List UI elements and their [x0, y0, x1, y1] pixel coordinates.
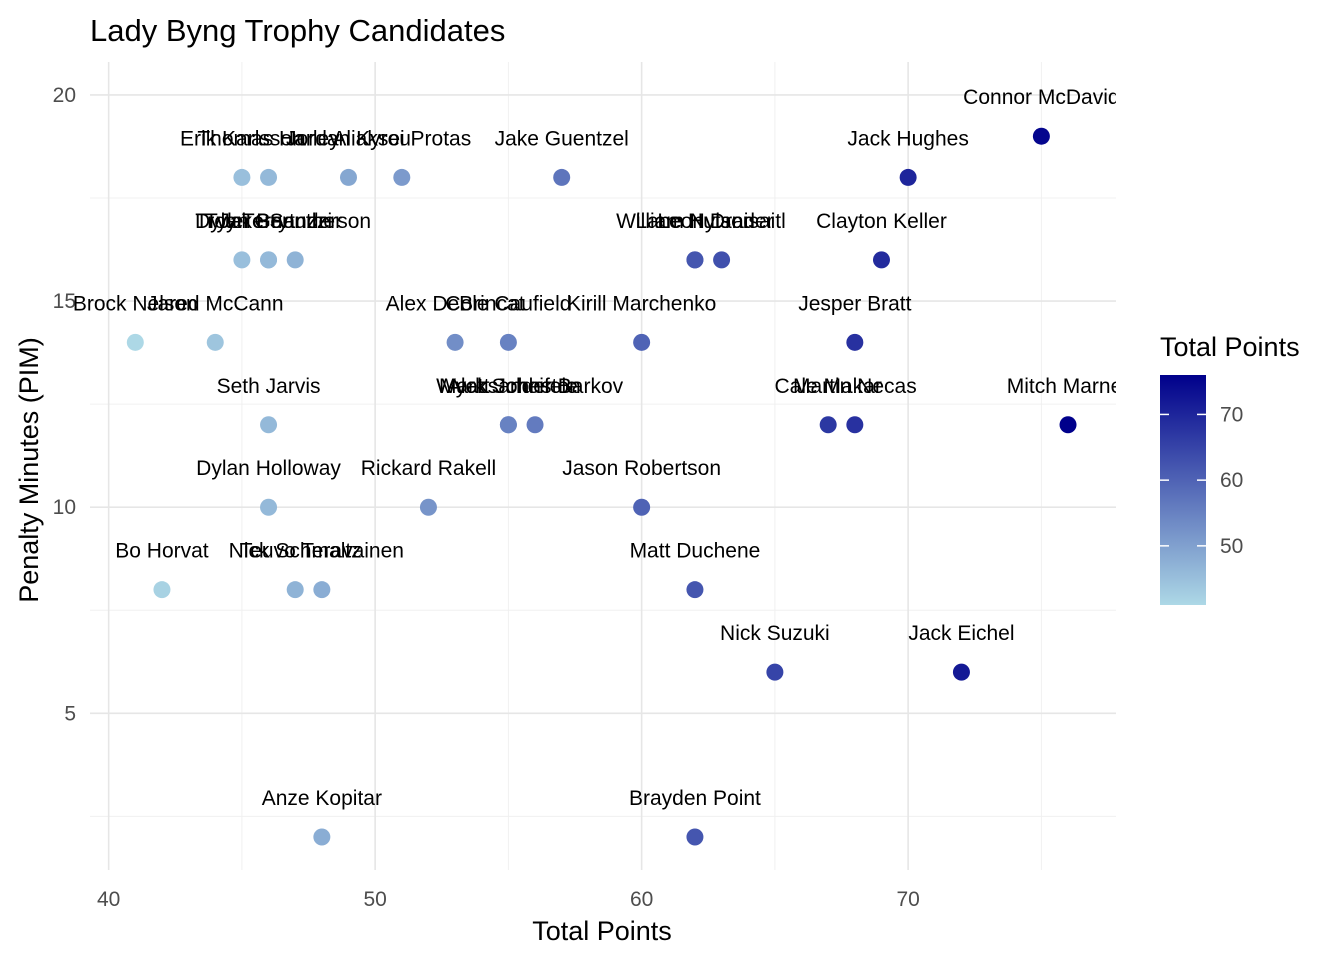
point-label: Seth Jarvis — [217, 375, 321, 398]
data-point — [419, 498, 437, 516]
point-label: Erik Karlsson — [180, 127, 304, 150]
point-label: Mark Scheifele — [439, 375, 578, 398]
data-point — [260, 168, 278, 186]
data-point — [153, 581, 171, 599]
legend-tick-label: 70 — [1220, 403, 1243, 426]
point-labels: Connor McDavid Jack Hughes Erik KarlssonTh… — [73, 86, 1130, 810]
data-point — [633, 498, 651, 516]
y-tick-label: 10 — [53, 496, 76, 519]
x-axis-title: Total Points — [532, 916, 672, 946]
point-label: Jack Hughes — [847, 127, 968, 150]
point-label: Rickard Rakell — [361, 457, 496, 480]
point-label: Martin Necas — [793, 375, 917, 398]
grid-lines — [90, 62, 1116, 870]
point-label: Tyler Bertuzzi — [205, 210, 332, 233]
legend-tick-label: 50 — [1220, 535, 1243, 558]
data-point — [872, 251, 890, 269]
data-point — [313, 581, 331, 599]
point-label: Leon Draisaitl — [657, 210, 785, 233]
y-tick-label: 5 — [64, 702, 76, 725]
point-label: Brock Nelson — [73, 292, 198, 315]
point-label: Jake Guentzel — [495, 127, 629, 150]
y-tick-label: 15 — [53, 290, 76, 313]
point-label: Aleksander Barkov — [447, 375, 624, 398]
data-point — [899, 168, 917, 186]
point-label: Matt Duchene — [630, 540, 761, 563]
data-point — [686, 581, 704, 599]
point-label: Dylan Guenther — [195, 210, 342, 233]
point-label: Jared McCann — [147, 292, 284, 315]
data-point — [260, 251, 278, 269]
legend-ticks: 50 60 70 — [1160, 403, 1243, 558]
data-point — [846, 333, 864, 351]
point-label: William Nylander — [616, 210, 774, 233]
data-point — [713, 251, 731, 269]
data-point — [633, 333, 651, 351]
data-point — [339, 168, 357, 186]
point-label: Mitch Marner — [1007, 375, 1130, 398]
chart-title: Lady Byng Trophy Candidates — [90, 13, 505, 48]
point-label: Clayton Keller — [816, 210, 947, 233]
data-point — [126, 333, 144, 351]
data-point — [686, 251, 704, 269]
point-label: Nick Schmaltz — [229, 540, 362, 563]
x-axis-ticks: 40 50 60 70 — [97, 888, 920, 911]
y-axis-ticks: 5 10 15 20 — [53, 84, 76, 725]
point-label: Aliaksei Protas — [332, 127, 471, 150]
point-label: Teuvo Teravainen — [240, 540, 404, 563]
data-point — [499, 333, 517, 351]
data-point — [686, 828, 704, 846]
point-label: Anze Kopitar — [262, 787, 382, 810]
data-point — [1059, 416, 1077, 434]
legend-colorbar — [1160, 375, 1206, 605]
data-point — [233, 251, 251, 269]
point-label: Jake Sanderson — [219, 210, 371, 233]
point-label: Connor McDavid — [963, 86, 1119, 109]
legend-tick-label: 60 — [1220, 469, 1243, 492]
point-label: Brayden Point — [629, 787, 761, 810]
x-tick-label: 60 — [630, 888, 653, 911]
x-tick-label: 40 — [97, 888, 120, 911]
legend-title: Total Points — [1160, 332, 1300, 362]
data-point — [1032, 127, 1050, 145]
point-label: Lane Hutson — [635, 210, 754, 233]
point-label: Cale Makar — [774, 375, 881, 398]
data-point — [499, 416, 517, 434]
data-point — [313, 828, 331, 846]
data-point — [952, 663, 970, 681]
data-point — [446, 333, 464, 351]
data-point — [286, 251, 304, 269]
data-point — [286, 581, 304, 599]
color-legend: Total Points 50 60 70 — [1160, 332, 1300, 605]
data-point — [206, 333, 224, 351]
point-label: Nick Suzuki — [720, 622, 830, 645]
point-label: Wyatt Johnston — [436, 375, 581, 398]
point-label: Jordan Kyrou — [286, 127, 411, 150]
data-points — [126, 127, 1077, 846]
point-label: Dylan Holloway — [196, 457, 341, 480]
data-point — [260, 416, 278, 434]
point-label: Jason Robertson — [562, 457, 721, 480]
point-label: Cole Caufield — [445, 292, 571, 315]
x-tick-label: 70 — [896, 888, 919, 911]
data-point — [766, 663, 784, 681]
data-point — [553, 168, 571, 186]
point-label: Alex DeBrincat — [386, 292, 525, 315]
y-axis-title: Penalty Minutes (PIM) — [14, 337, 44, 603]
data-point — [393, 168, 411, 186]
point-label: Jesper Bratt — [798, 292, 911, 315]
y-tick-label: 20 — [53, 84, 76, 107]
data-point — [846, 416, 864, 434]
point-label: Thomas Harley — [197, 127, 340, 150]
point-label: Jack Eichel — [908, 622, 1014, 645]
x-tick-label: 50 — [363, 888, 386, 911]
data-point — [526, 416, 544, 434]
point-label: Troy Terry — [195, 210, 289, 233]
data-point — [233, 168, 251, 186]
data-point — [260, 498, 278, 516]
point-label: Kirill Marchenko — [567, 292, 716, 315]
data-point — [819, 416, 837, 434]
point-label: Bo Horvat — [115, 540, 209, 563]
